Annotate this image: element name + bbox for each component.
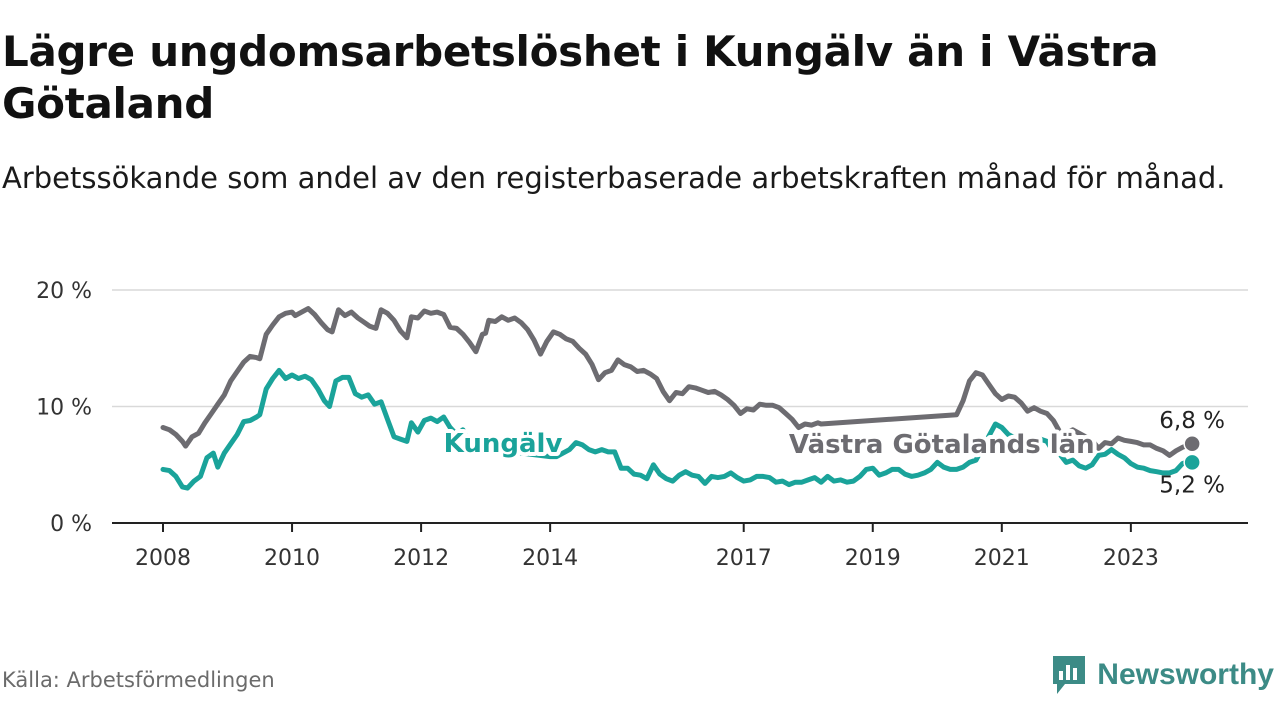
chart-subtitle: Arbetssökande som andel av den registerb… — [2, 161, 1226, 195]
series-line-vastra-gotaland — [160, 306, 1195, 458]
axes: 0 % 10 % 20 % 2008 2010 2012 2014 2017 2019 2021 2… — [36, 279, 1248, 571]
series-label-halo: Västra Götalands län — [789, 430, 1095, 460]
series-line-kungalv — [160, 367, 1195, 491]
newsworthy-logo-icon — [1053, 656, 1086, 694]
x-tick-label: 2010 — [264, 546, 320, 571]
y-tick-label: 10 % — [36, 396, 92, 421]
end-point-marker — [1183, 435, 1201, 453]
series-lines — [160, 306, 1195, 491]
source-note: Källa: Arbetsförmedlingen — [2, 668, 275, 692]
x-tick-label: 2023 — [1103, 546, 1159, 571]
series-label-kungalv: Kungälv — [444, 429, 563, 459]
brand-name: Newsworthy — [1097, 658, 1274, 691]
x-tick-label: 2019 — [845, 546, 901, 571]
end-value-label: 6,8 % — [1159, 408, 1225, 434]
x-tick-label: 2014 — [522, 546, 578, 571]
series-label-halo: Kungälv — [444, 429, 563, 459]
x-tick-label: 2012 — [393, 546, 449, 571]
newsworthy-logo: Newsworthy — [1051, 654, 1274, 696]
y-tick-label: 20 % — [36, 279, 92, 304]
y-tick-label: 0 % — [50, 512, 92, 537]
x-tick-label: 2008 — [135, 546, 191, 571]
end-value-label: 5,2 % — [1159, 472, 1225, 498]
chart-title: Lägre ungdomsarbetslöshet i Kungälv än i… — [2, 27, 1159, 128]
x-tick-label: 2021 — [974, 546, 1030, 571]
gridlines — [112, 289, 1248, 408]
x-tick-label: 2017 — [716, 546, 772, 571]
series-label-vastra-gotaland: Västra Götalands län — [789, 430, 1095, 460]
end-point-marker — [1183, 453, 1201, 472]
